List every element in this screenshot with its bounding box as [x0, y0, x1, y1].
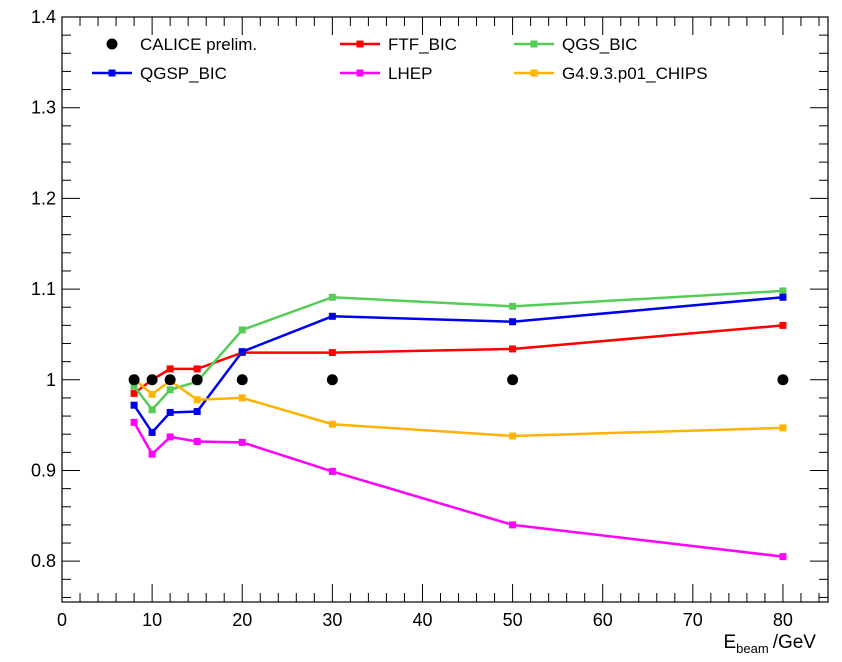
series-line — [133, 421, 784, 558]
data-point — [166, 408, 174, 416]
legend-swatch-marker — [108, 69, 116, 77]
series-layer — [128, 287, 789, 561]
x-tick-label: 20 — [232, 610, 252, 630]
data-point — [193, 437, 201, 445]
legend-entry: LHEP — [340, 64, 432, 83]
y-tick-label: 1 — [46, 370, 56, 390]
data-point — [328, 293, 336, 301]
x-tick-label: 0 — [57, 610, 67, 630]
data-point — [130, 418, 138, 426]
data-point — [148, 390, 156, 398]
legend-swatch-marker — [356, 40, 364, 48]
x-axis-title-unit: /GeV — [773, 632, 817, 653]
data-point — [777, 374, 789, 386]
data-point — [509, 345, 517, 353]
data-point — [779, 553, 787, 561]
data-point — [238, 348, 246, 356]
y-tick-label: 0.8 — [31, 551, 56, 571]
series-lhep — [130, 418, 787, 561]
data-point — [238, 394, 246, 402]
data-point — [130, 389, 138, 397]
data-point — [779, 287, 787, 295]
data-point — [509, 432, 517, 440]
data-point — [193, 408, 201, 416]
x-tick-label: 70 — [683, 610, 703, 630]
legend-label: FTF_BIC — [388, 35, 457, 54]
series-ftf-bic — [130, 321, 787, 397]
legend-entry: G4.9.3.p01_CHIPS — [514, 64, 708, 83]
series-calice-prelim- — [128, 374, 789, 386]
legend-swatch-marker — [530, 69, 538, 77]
data-point — [779, 424, 787, 432]
data-point — [509, 302, 517, 310]
data-point — [328, 312, 336, 320]
data-point — [191, 374, 203, 386]
x-tick-label: 80 — [773, 610, 793, 630]
data-point — [166, 386, 174, 394]
y-tick-label: 1.2 — [31, 188, 56, 208]
data-point — [507, 374, 519, 386]
x-axis-title: Ebeam/GeV — [723, 632, 816, 656]
y-tick-label: 1.1 — [31, 279, 56, 299]
legend: CALICE prelim. FTF_BIC QGS_BIC QGSP_BIC LHEP… — [92, 35, 708, 83]
data-point — [148, 428, 156, 436]
x-axis-title-main: E — [723, 632, 736, 653]
data-point — [166, 433, 174, 441]
data-point — [148, 450, 156, 458]
x-tick-label: 30 — [322, 610, 342, 630]
x-tick-label: 10 — [142, 610, 162, 630]
legend-label: QGS_BIC — [562, 35, 638, 54]
legend-entry: QGS_BIC — [514, 35, 638, 54]
data-point — [328, 467, 336, 475]
legend-entry: FTF_BIC — [340, 35, 457, 54]
data-point — [130, 401, 138, 409]
legend-label: QGSP_BIC — [140, 64, 227, 83]
data-point — [779, 321, 787, 329]
legend-label: CALICE prelim. — [140, 35, 257, 54]
series-line — [133, 324, 784, 395]
series-qgs-bic — [130, 287, 787, 414]
x-tick-label: 60 — [593, 610, 613, 630]
data-point — [193, 396, 201, 404]
data-point — [328, 349, 336, 357]
x-tick-label: 40 — [412, 610, 432, 630]
data-point — [236, 374, 248, 386]
x-tick-label: 50 — [503, 610, 523, 630]
legend-label: G4.9.3.p01_CHIPS — [562, 64, 708, 83]
tick-labels: 0 10 20 30 40 50 60 70 80 0.8 0.9 1 1.1 1.2 1.3 1.4 — [31, 7, 793, 630]
series-qgsp-bic — [130, 293, 787, 436]
legend-entry: QGSP_BIC — [92, 64, 227, 83]
legend-swatch-marker — [356, 69, 364, 77]
data-point — [148, 406, 156, 414]
data-point — [326, 374, 338, 386]
series-line — [133, 377, 783, 438]
data-point — [166, 365, 174, 373]
data-point — [328, 420, 336, 428]
data-point — [238, 438, 246, 446]
legend-swatch-marker — [530, 40, 538, 48]
legend-swatch-marker — [106, 38, 118, 50]
data-point — [146, 374, 158, 386]
axis-ticks — [61, 16, 828, 602]
data-point — [193, 365, 201, 373]
legend-entry: CALICE prelim. — [106, 35, 257, 54]
data-point — [128, 374, 140, 386]
plot-frame — [61, 16, 829, 603]
data-point — [130, 382, 138, 390]
data-point — [164, 374, 176, 386]
y-tick-label: 0.9 — [31, 460, 56, 480]
data-point — [509, 521, 517, 529]
y-tick-label: 1.4 — [31, 7, 56, 27]
series-g4-9-3-p01-chips — [130, 375, 787, 440]
data-point — [238, 326, 246, 334]
y-tick-label: 1.3 — [31, 98, 56, 118]
x-axis-title-sub: beam — [736, 641, 769, 656]
data-point — [509, 318, 517, 326]
series-line — [133, 296, 784, 435]
legend-label: LHEP — [388, 64, 432, 83]
data-point — [779, 293, 787, 301]
